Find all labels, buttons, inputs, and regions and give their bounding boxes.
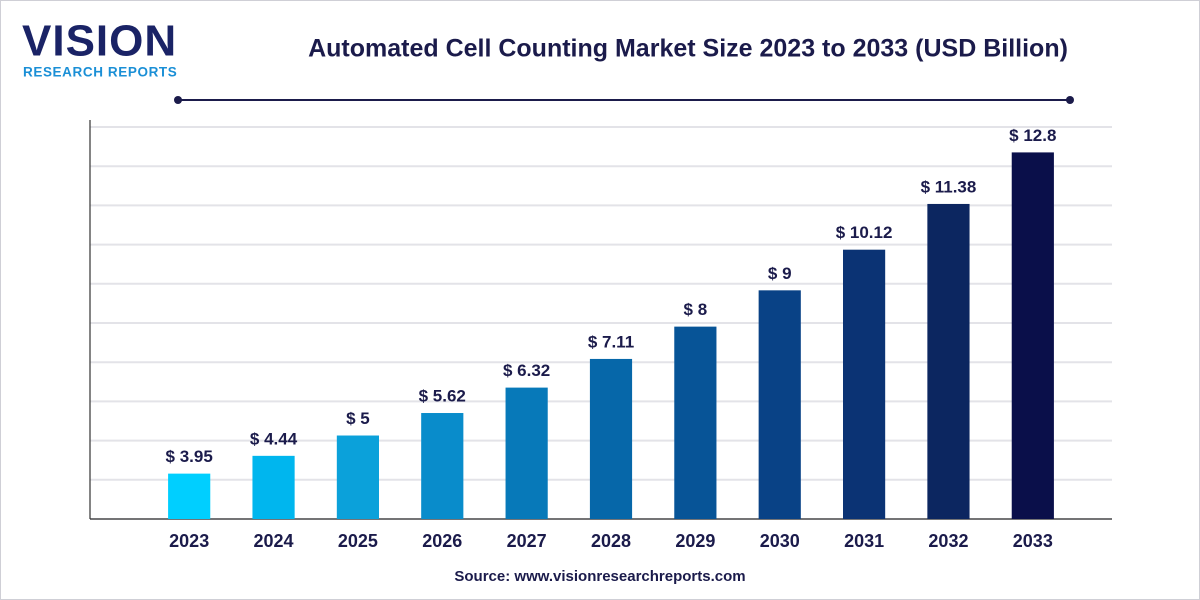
bar <box>674 326 717 519</box>
rule-dot <box>174 96 182 104</box>
x-tick-label: 2030 <box>760 531 800 551</box>
value-label: $ 5 <box>346 409 370 428</box>
x-tick-label: 2031 <box>844 531 884 551</box>
x-tick-label: 2028 <box>591 531 631 551</box>
value-label: $ 9 <box>768 264 792 283</box>
value-label: $ 7.11 <box>588 332 634 351</box>
x-tick-label: 2023 <box>169 531 209 551</box>
x-tick-label: 2024 <box>254 531 294 551</box>
bar <box>927 203 970 519</box>
value-label: $ 6.32 <box>503 361 550 380</box>
bar <box>336 435 379 519</box>
x-tick-label: 2033 <box>1013 531 1053 551</box>
bar <box>505 387 548 519</box>
bar <box>758 290 801 519</box>
bar <box>421 413 464 519</box>
x-tick-label: 2032 <box>928 531 968 551</box>
value-label: $ 8 <box>684 300 708 319</box>
x-tick-label: 2026 <box>422 531 462 551</box>
value-label: $ 10.12 <box>836 223 893 242</box>
bar <box>168 473 211 519</box>
value-label: $ 4.44 <box>250 429 298 448</box>
value-label: $ 5.62 <box>419 386 466 405</box>
value-label: $ 11.38 <box>921 177 977 196</box>
bar <box>843 249 886 519</box>
bar <box>1011 152 1054 519</box>
chart-title: Automated Cell Counting Market Size 2023… <box>308 35 1068 63</box>
x-tick-label: 2025 <box>338 531 378 551</box>
source: Source: www.visionresearchreports.com <box>454 568 745 585</box>
rule-dot <box>1066 96 1074 104</box>
bar <box>252 455 295 519</box>
x-tick-label: 2029 <box>675 531 715 551</box>
value-label: $ 12.8 <box>1009 126 1056 145</box>
value-label: $ 3.95 <box>166 447 213 466</box>
logo-tagline: RESEARCH REPORTS <box>23 65 177 80</box>
logo-name: VISION <box>22 17 177 66</box>
x-tick-label: 2027 <box>507 531 547 551</box>
bar <box>589 358 633 519</box>
